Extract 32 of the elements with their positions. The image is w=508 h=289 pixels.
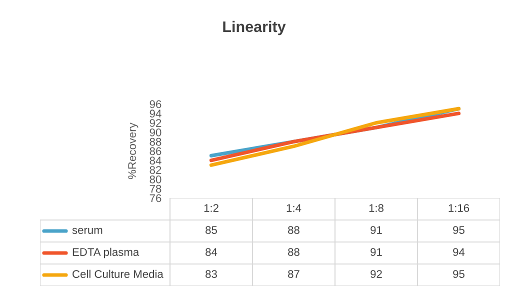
data-label: 88 (288, 226, 300, 234)
y-tick-label: 90 (150, 128, 162, 136)
y-tick-label: 76 (150, 194, 162, 202)
y-tick-label: 88 (150, 138, 162, 146)
y-tick-label: 96 (150, 100, 162, 108)
x-tick-label: 1:2 (204, 204, 218, 212)
data-label: 91 (370, 248, 382, 256)
legend-label: EDTA plasma (72, 248, 140, 258)
y-tick-label: 80 (150, 175, 162, 184)
legend-label: serum (72, 228, 102, 234)
y-axis-title: %Recovery (128, 122, 138, 180)
y-tick-label: 84 (150, 156, 162, 165)
chart-title: Linearity (223, 20, 286, 36)
data-label: 94 (453, 248, 465, 256)
x-tick-label: 1:4 (286, 204, 302, 212)
y-tick-label: 94 (150, 110, 162, 118)
y-tick-label: 82 (150, 166, 162, 174)
y-tick-label: 92 (150, 119, 162, 127)
x-tick-label: 1:16 (448, 204, 470, 212)
data-label: 85 (206, 226, 217, 234)
data-label: 95 (453, 270, 464, 278)
data-label: 95 (453, 226, 464, 234)
y-tick-label: 78 (150, 184, 162, 193)
data-label: 83 (206, 270, 217, 278)
data-label: 91 (370, 226, 382, 234)
data-label: 84 (206, 248, 218, 256)
data-label: 88 (288, 248, 300, 256)
x-tick-label: 1:8 (369, 204, 384, 212)
y-tick-label: 86 (150, 147, 162, 156)
legend-label: Cell Culture Media (72, 270, 164, 278)
data-label: 87 (288, 270, 300, 278)
data-label: 92 (370, 270, 382, 278)
